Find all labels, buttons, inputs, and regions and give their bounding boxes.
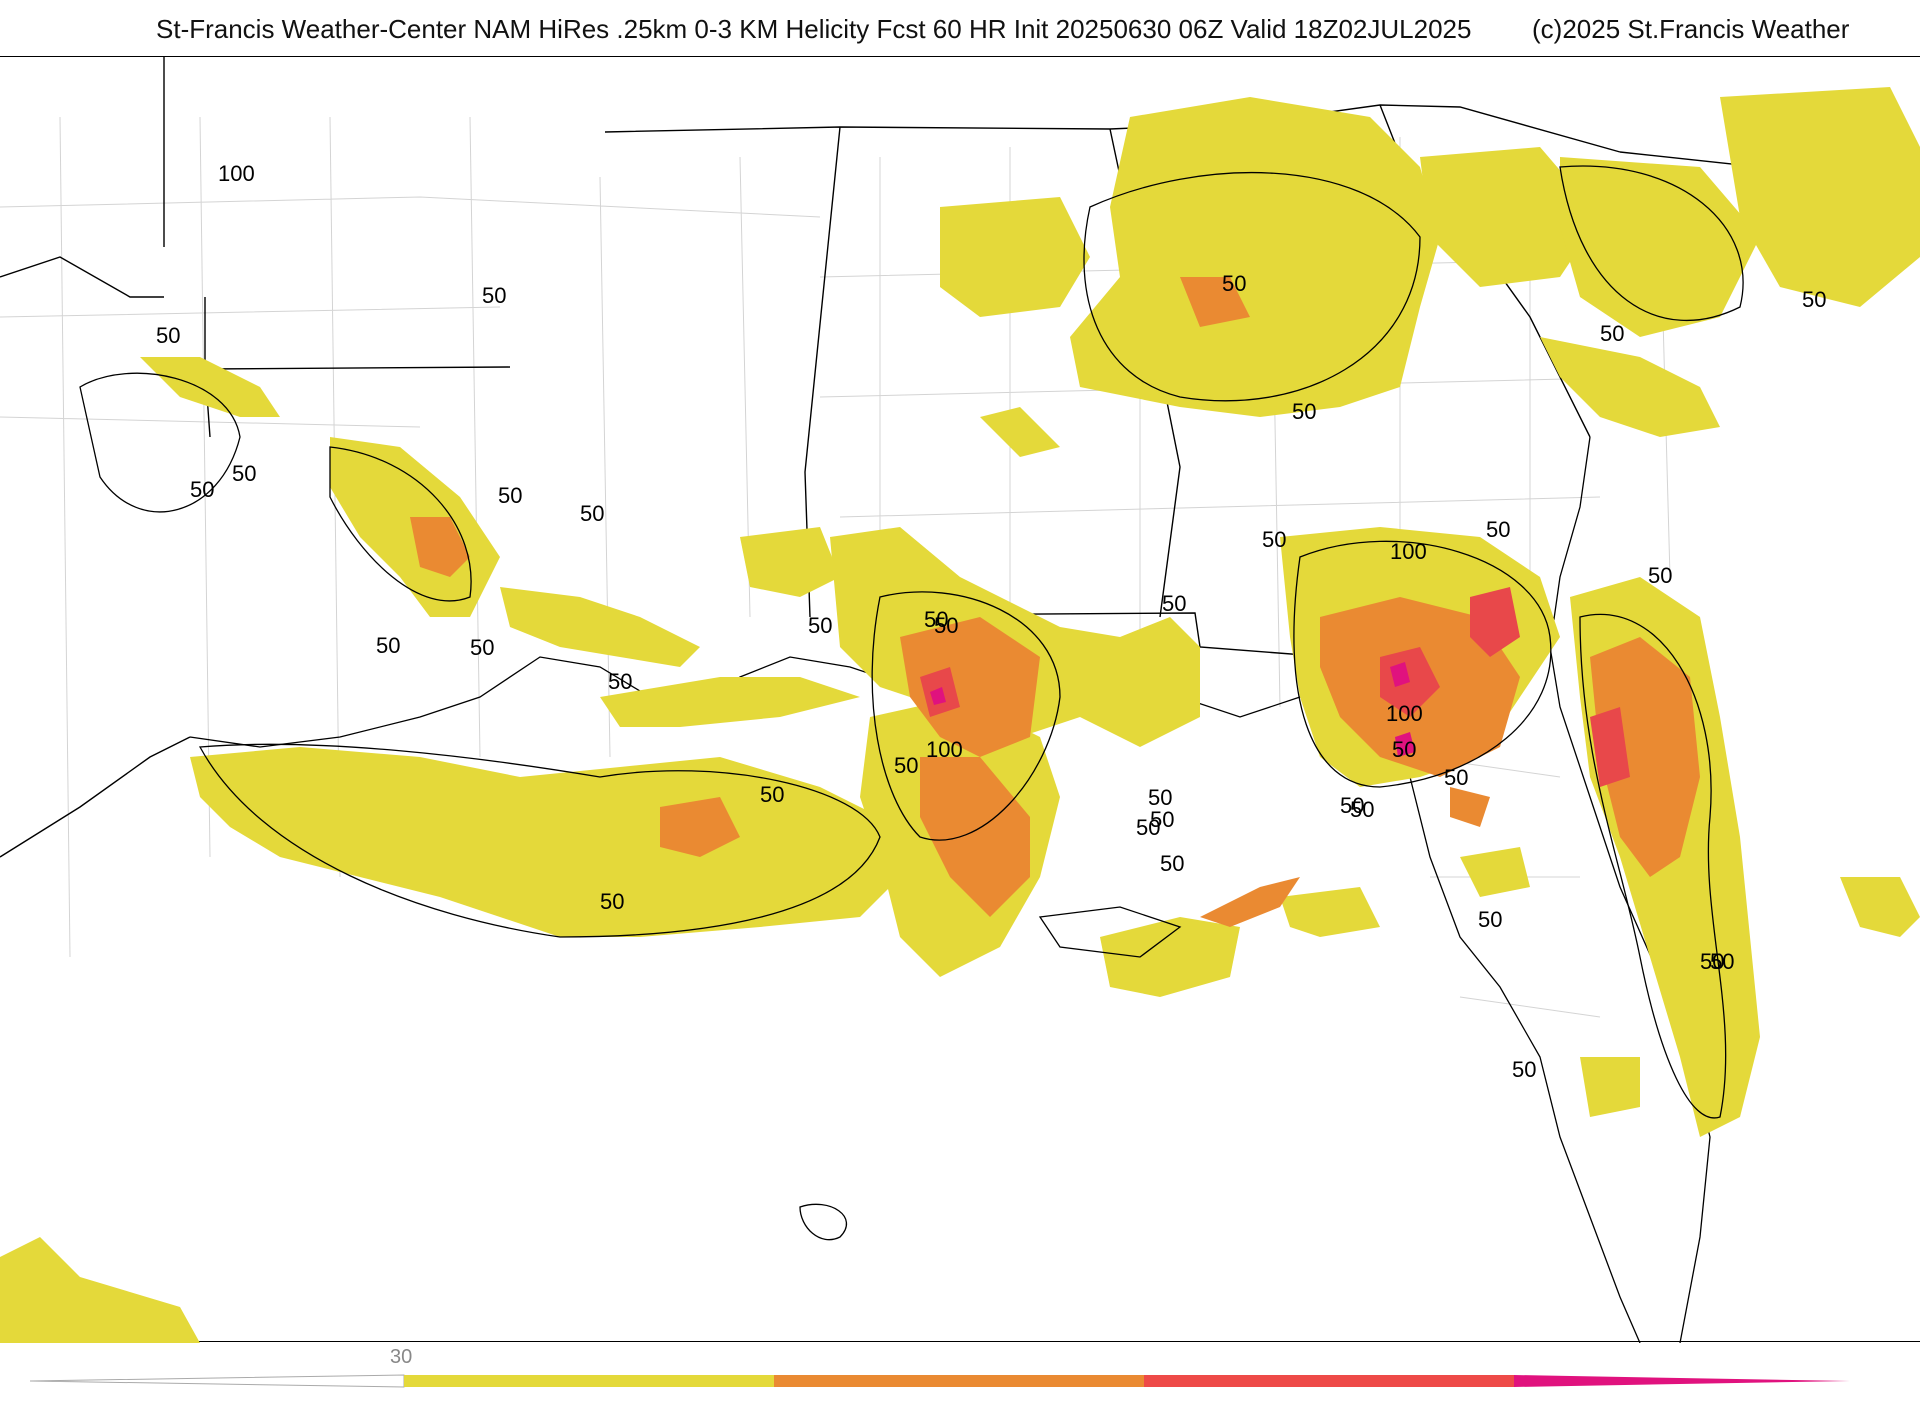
contour-label: 50 bbox=[498, 483, 522, 508]
copyright-text: (c)2025 St.Francis Weather bbox=[1532, 14, 1850, 44]
contour-labels: 100 50 50 50 50 50 50 50 50 50 50 50 50 … bbox=[156, 161, 1826, 1082]
helicity-map: 100 50 50 50 50 50 50 50 50 50 50 50 50 … bbox=[0, 56, 1920, 1343]
helicity-orange-areas bbox=[410, 277, 1700, 927]
contour-label: 100 bbox=[1390, 539, 1427, 564]
contour-label: 50 bbox=[1162, 591, 1186, 616]
title-text: St-Francis Weather-Center NAM HiRes .25k… bbox=[156, 14, 1472, 44]
contour-label: 50 bbox=[1222, 271, 1246, 296]
contour-label: 50 bbox=[924, 607, 948, 632]
colorbar-segment-yellow bbox=[404, 1375, 774, 1387]
colorbar-scale bbox=[30, 1374, 1850, 1388]
contour-label: 50 bbox=[1444, 765, 1468, 790]
map-canvas: 100 50 50 50 50 50 50 50 50 50 50 50 50 … bbox=[0, 57, 1920, 1343]
contour-label: 50 bbox=[1340, 793, 1364, 818]
contour-label: 50 bbox=[1350, 797, 1374, 822]
contour-label: 50 bbox=[482, 283, 506, 308]
contour-label: 50 bbox=[376, 633, 400, 658]
colorbar-left-arrow bbox=[30, 1374, 405, 1388]
contour-label: 100 bbox=[1386, 701, 1423, 726]
contour-label: 50 bbox=[894, 753, 918, 778]
contour-label: 50 bbox=[1710, 949, 1734, 974]
colorbar-segment-red bbox=[1144, 1375, 1514, 1387]
contour-label: 50 bbox=[1292, 399, 1316, 424]
contour-label: 50 bbox=[156, 323, 180, 348]
chart-title: St-Francis Weather-Center NAM HiRes .25k… bbox=[0, 14, 1920, 54]
contour-label: 50 bbox=[1700, 949, 1724, 974]
contour-label: 50 bbox=[1262, 527, 1286, 552]
contour-label: 50 bbox=[760, 782, 784, 807]
contour-label: 50 bbox=[1160, 851, 1184, 876]
colorbar: 30 bbox=[30, 1342, 1920, 1400]
contour-label: 50 bbox=[1486, 517, 1510, 542]
contour-label: 50 bbox=[1392, 737, 1416, 762]
contour-label: 50 bbox=[470, 635, 494, 660]
colorbar-segment-orange bbox=[774, 1375, 1144, 1387]
colorbar-segment-magenta bbox=[1514, 1375, 1850, 1387]
contour-label: 50 bbox=[608, 669, 632, 694]
contour-label: 50 bbox=[580, 501, 604, 526]
contour-label: 50 bbox=[1478, 907, 1502, 932]
contour-label: 50 bbox=[934, 613, 958, 638]
contour-label: 50 bbox=[232, 461, 256, 486]
helicity-magenta-areas bbox=[930, 662, 1415, 757]
helicity-red-areas bbox=[920, 587, 1630, 787]
contour-label: 50 bbox=[1648, 563, 1672, 588]
helicity-contours bbox=[79, 165, 1744, 1241]
contour-label: 50 bbox=[808, 613, 832, 638]
contour-label: 50 bbox=[1512, 1057, 1536, 1082]
contour-label: 100 bbox=[926, 737, 963, 762]
contour-label: 50 bbox=[1802, 287, 1826, 312]
contour-label: 50 bbox=[1136, 815, 1160, 840]
contour-label: 50 bbox=[1600, 321, 1624, 346]
contour-label: 100 bbox=[218, 161, 255, 186]
contour-label: 50 bbox=[1150, 807, 1174, 832]
contour-label: 50 bbox=[190, 477, 214, 502]
contour-label: 50 bbox=[600, 889, 624, 914]
contour-label: 50 bbox=[1148, 785, 1172, 810]
colorbar-tick-label: 30 bbox=[390, 1346, 413, 1368]
